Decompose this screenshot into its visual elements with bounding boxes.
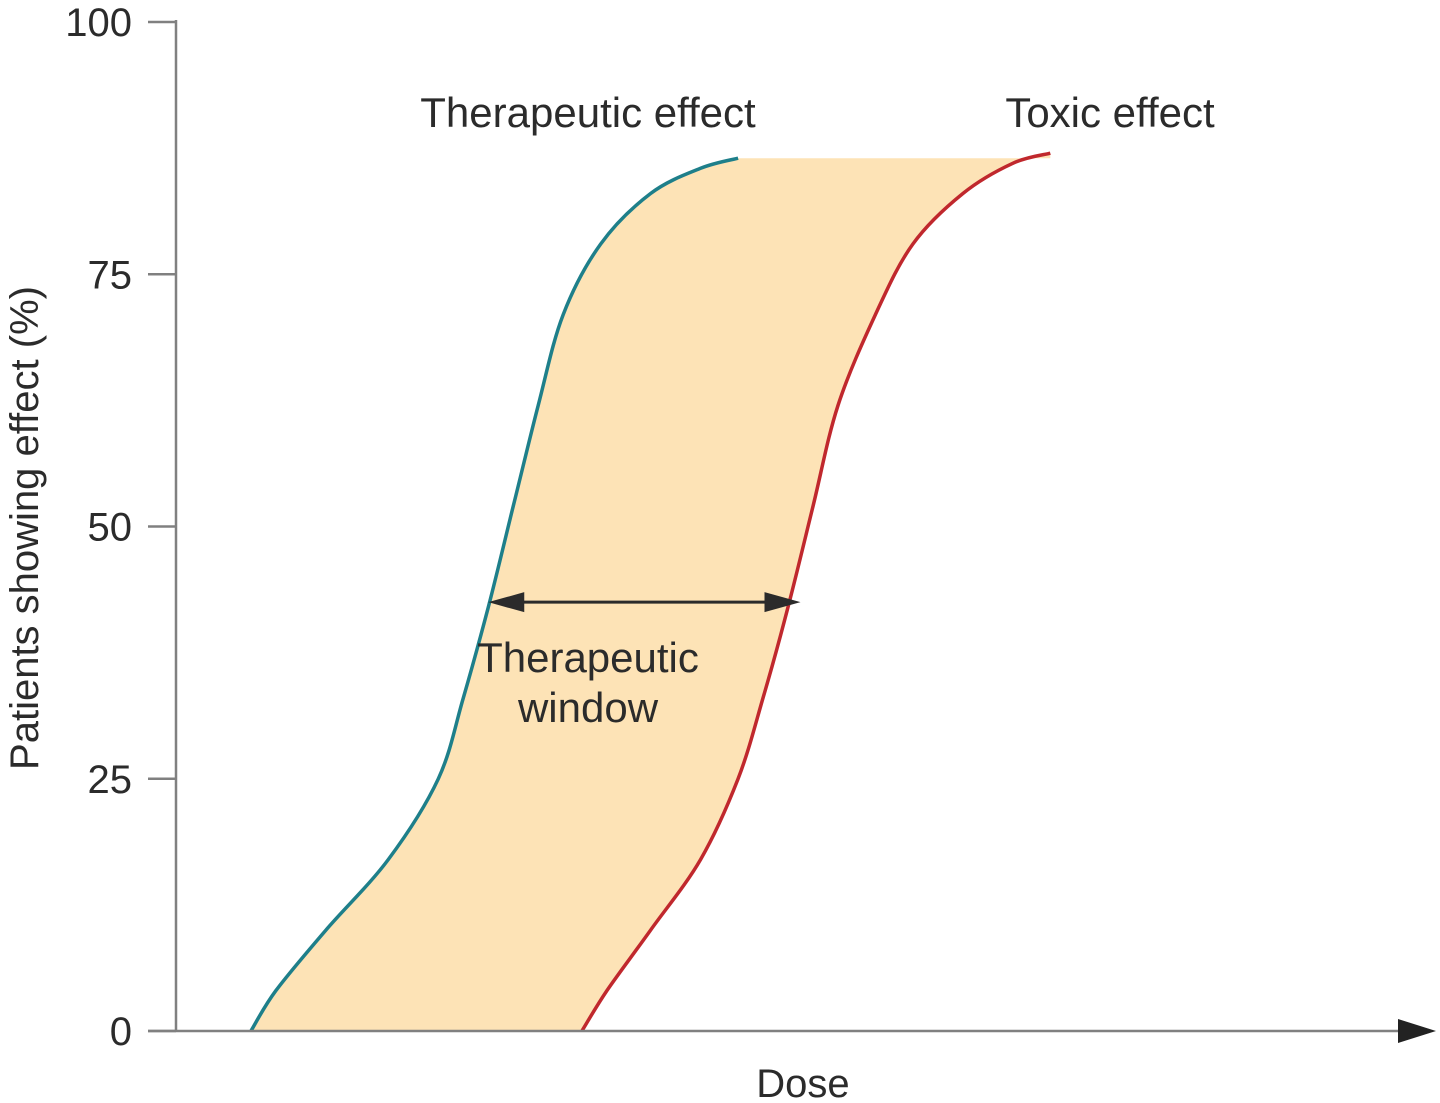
x-axis-title: Dose — [756, 1062, 849, 1103]
y-tick-label: 75 — [88, 253, 133, 297]
series-label-toxic-effect: Toxic effect — [1005, 89, 1215, 136]
y-axis-title: Patients showing effect (%) — [3, 286, 47, 770]
therapeutic-window-arrow — [488, 592, 801, 613]
therapeutic-window-label-line1: Therapeutic — [477, 634, 699, 681]
therapeutic-window-fill — [250, 153, 1051, 1031]
y-ticks: 0 25 50 75 100 — [65, 1, 176, 1054]
y-tick-label: 25 — [88, 758, 133, 802]
series-label-therapeutic-effect: Therapeutic effect — [420, 89, 756, 136]
series-line-toxic-effect — [580, 151, 1051, 1032]
x-axis-arrowhead — [1398, 1019, 1436, 1043]
y-tick-label: 50 — [88, 506, 133, 550]
therapeutic-window-label-line2: window — [517, 684, 659, 731]
y-tick-label: 0 — [110, 1010, 132, 1054]
y-tick-label: 100 — [65, 1, 132, 45]
series-line-therapeutic-effect — [249, 156, 739, 1032]
arrowhead-left — [488, 592, 525, 613]
arrowhead-right — [764, 592, 801, 613]
